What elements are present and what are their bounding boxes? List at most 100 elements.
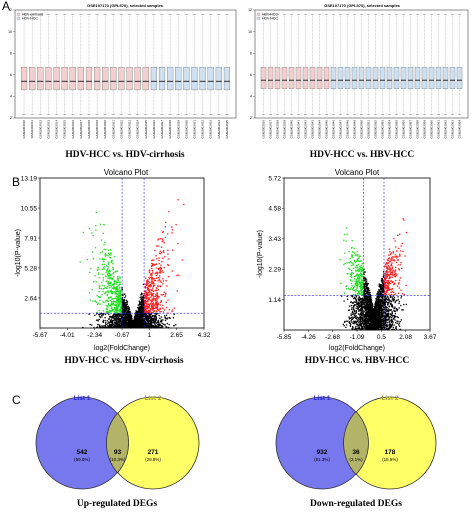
- volcano-point: [113, 297, 115, 300]
- volcano-point: [175, 324, 177, 326]
- box-sample: [267, 14, 274, 115]
- volcano-point: [119, 324, 122, 327]
- volcano-point: [148, 269, 151, 271]
- volcano-point: [394, 246, 397, 248]
- volcano-point: [125, 307, 128, 309]
- volcano-point: [112, 325, 114, 327]
- box-body: [223, 67, 231, 91]
- volcano-point: [156, 287, 158, 289]
- volcano-point: [167, 275, 170, 278]
- volcano-point: [159, 310, 161, 313]
- sample-label: GSM2902064: [458, 120, 462, 139]
- volcano-point: [114, 318, 116, 320]
- volcano-point: [164, 292, 167, 295]
- volcano-point: [159, 317, 161, 320]
- volcano-point: [140, 324, 142, 326]
- volcano-point: [115, 281, 118, 283]
- volcano-point: [150, 262, 153, 265]
- volcano-point: [150, 284, 152, 287]
- volcano-point: [115, 289, 117, 291]
- volcano-point: [148, 326, 151, 328]
- box-body: [199, 67, 206, 91]
- volcano-point: [119, 281, 122, 283]
- volcano-point: [160, 264, 162, 266]
- sample-label: GSM2902048: [346, 120, 350, 139]
- volcano-point: [173, 307, 176, 309]
- box-sample: [85, 14, 93, 115]
- volcano-point: [88, 313, 90, 315]
- volcano-point: [160, 267, 163, 270]
- volcano-point: [109, 299, 111, 302]
- volcano-point: [111, 321, 113, 324]
- volcano-point: [114, 315, 116, 317]
- volcano-point: [154, 289, 156, 292]
- volcano-point: [109, 256, 112, 259]
- volcano-point: [122, 304, 124, 307]
- volcano-point: [124, 301, 127, 304]
- volcano-point: [163, 266, 165, 269]
- box-body: [337, 67, 344, 89]
- volcano-point: [130, 325, 133, 328]
- volcano-point: [176, 274, 178, 277]
- volcano-point: [138, 300, 141, 303]
- volcano-point: [157, 319, 160, 322]
- volcano-point: [140, 310, 143, 313]
- volcano-point: [156, 257, 158, 260]
- volcano-point: [120, 322, 122, 324]
- volcano-point: [98, 286, 101, 288]
- box-body: [175, 67, 182, 91]
- volcano-point: [395, 255, 398, 257]
- volcano-point: [105, 287, 108, 289]
- sample-label: GSM2902044: [318, 120, 322, 139]
- volcano-point: [102, 290, 104, 293]
- volcano-point: [166, 322, 169, 325]
- sample-label: GSM2902042: [304, 120, 308, 139]
- volcano-point: [104, 266, 106, 268]
- volcano-point: [147, 298, 150, 301]
- volcano-point: [157, 276, 160, 279]
- volcano-point: [115, 317, 118, 319]
- volcano-point: [118, 284, 121, 286]
- boxplot-title: GSE107170 (GPL570), selected samples: [324, 3, 401, 8]
- box-sample: [94, 14, 101, 115]
- volcano-point: [118, 319, 120, 322]
- volcano-point: [113, 313, 115, 316]
- volcano-point: [171, 270, 174, 272]
- volcano-point: [151, 282, 153, 285]
- box-sample: [386, 14, 393, 115]
- volcano-point: [355, 325, 357, 328]
- volcano-point: [392, 252, 395, 254]
- volcano-point: [110, 304, 113, 306]
- volcano-point: [351, 310, 354, 312]
- volcano-point: [103, 268, 105, 270]
- volcano-point: [150, 299, 152, 302]
- sample-label: GSM2902059: [423, 120, 427, 139]
- volcano-point: [108, 318, 110, 321]
- box-body: [442, 67, 449, 89]
- box-sample: [414, 14, 421, 115]
- volcano-point: [107, 291, 110, 294]
- volcano-point: [159, 285, 161, 288]
- volcano-point: [99, 251, 102, 254]
- volcano-point: [398, 302, 400, 305]
- box-body: [191, 67, 198, 91]
- volcano-point: [94, 314, 96, 317]
- legend-swatch-2: [256, 16, 261, 20]
- volcano-point: [106, 324, 109, 326]
- volcano-point: [145, 296, 147, 298]
- volcano-point: [155, 254, 157, 257]
- volcano-point: [145, 302, 147, 305]
- volcano-point: [112, 317, 115, 319]
- legend-entry-1: HBV-HCC: [262, 13, 278, 17]
- volcano-point: [158, 259, 160, 262]
- volcano-point: [95, 319, 98, 321]
- volcano-point: [164, 295, 166, 298]
- volcano-point: [97, 273, 100, 276]
- volcano-point: [116, 318, 118, 321]
- volcano-point: [117, 302, 119, 304]
- volcano-point: [152, 306, 155, 308]
- volcano-point: [130, 320, 133, 323]
- volcano-point: [168, 326, 170, 329]
- volcano-point: [154, 319, 157, 322]
- volcano-point: [351, 256, 353, 258]
